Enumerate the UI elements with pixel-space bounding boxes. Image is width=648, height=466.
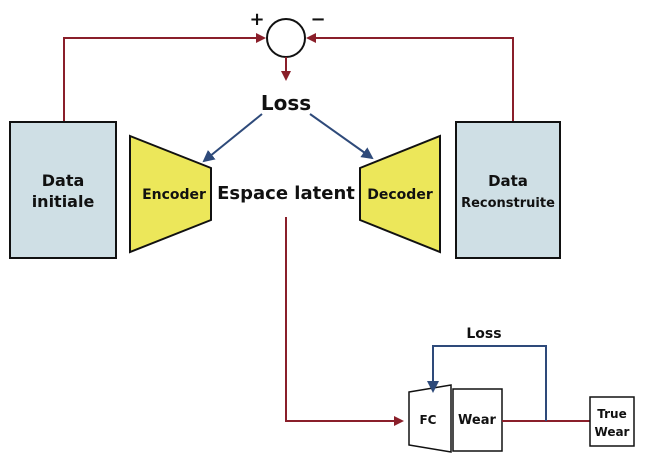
loss-to-encoder-arrow <box>202 113 263 163</box>
decoder-shape <box>359 134 441 254</box>
fc-label: FC <box>419 413 436 427</box>
loss-to-decoder-arrow <box>309 113 374 160</box>
data-reconstruite-line2: Reconstruite <box>461 196 555 211</box>
encoder-shape <box>129 134 212 254</box>
true-wear-box <box>589 396 635 447</box>
data-reconstruite-line1: Data <box>488 172 528 190</box>
wear-label: Wear <box>458 413 496 428</box>
bottom-loss-feedback-arrow <box>427 345 547 421</box>
data-initiale-line2: initiale <box>32 192 95 211</box>
latent-to-fc-arrow <box>285 217 404 426</box>
feedback-arrow-left <box>63 33 266 122</box>
loss-label-bottom: Loss <box>466 326 501 342</box>
loss-label-top: Loss <box>261 91 311 115</box>
summing-junction <box>266 18 306 58</box>
data-reconstruite-box <box>455 121 561 259</box>
sum-minus-sign: − <box>310 9 325 30</box>
data-initiale-box <box>9 121 117 259</box>
true-wear-line2: Wear <box>595 425 630 439</box>
decoder-label: Decoder <box>367 187 433 203</box>
sum-plus-sign: + <box>249 9 264 30</box>
latent-space-label: Espace latent <box>217 183 355 204</box>
true-wear-line1: True <box>597 407 626 421</box>
encoder-label: Encoder <box>142 187 206 203</box>
feedback-arrow-right <box>306 33 514 122</box>
data-initiale-line1: Data <box>42 171 85 190</box>
